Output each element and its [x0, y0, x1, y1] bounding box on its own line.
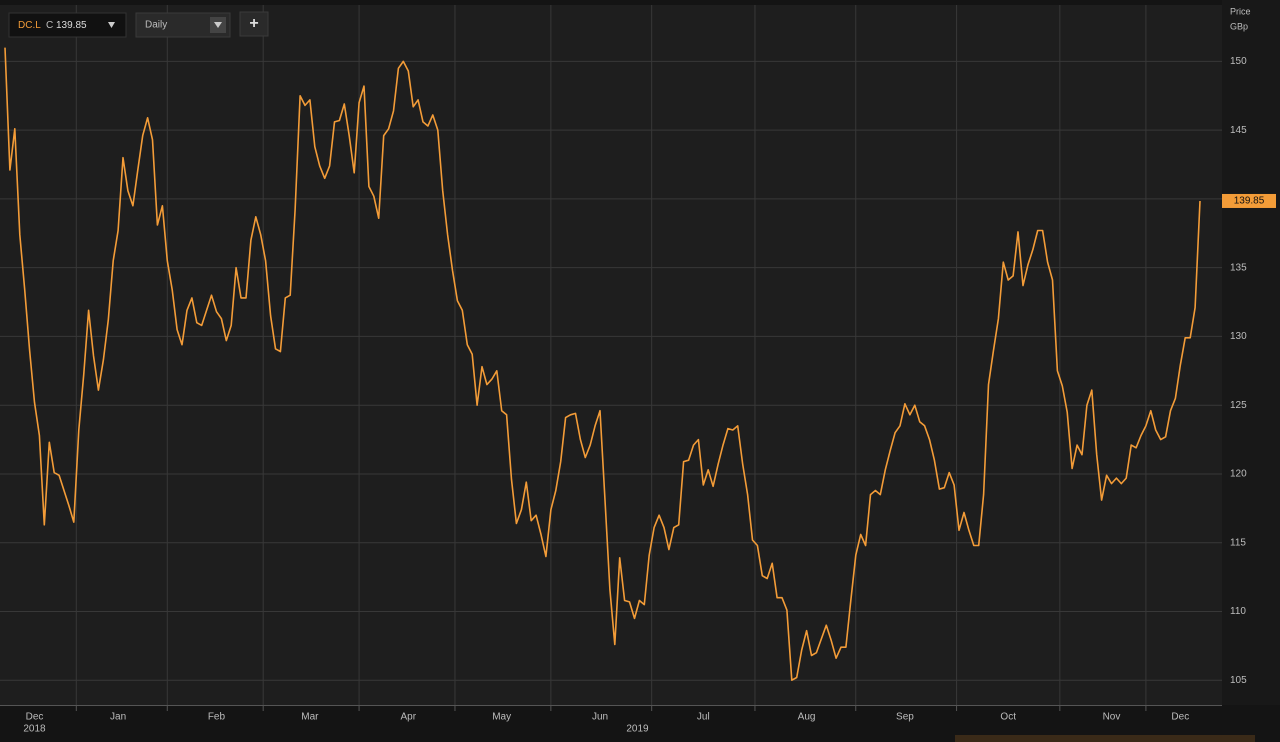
x-tick-label: Nov: [1103, 712, 1121, 723]
y-tick-label: 130: [1230, 331, 1247, 342]
x-tick-label: Sep: [896, 712, 914, 723]
add-label: +: [249, 15, 258, 32]
y-tick-label: 145: [1230, 125, 1247, 136]
x-tick-label: May: [492, 712, 511, 723]
price-line: [4, 47, 1201, 681]
plot-area: [0, 5, 1222, 705]
y-tick-label: 105: [1230, 675, 1247, 686]
price-prefix: C: [46, 20, 53, 31]
x-tick-label: Mar: [301, 712, 319, 723]
y-tick-label: 110: [1230, 606, 1246, 617]
toolbar: DC.L C 139.85 Daily +: [8, 11, 269, 38]
x-tick-label: Oct: [1000, 712, 1016, 723]
x-tick-label: Feb: [208, 712, 226, 723]
x-tick-label: Dec: [1171, 712, 1189, 723]
last-price-label: 139.85: [1234, 196, 1265, 207]
x-tick-label: Jun: [592, 712, 608, 723]
y-tick-label: 125: [1230, 400, 1247, 411]
y-tick-label: 120: [1230, 469, 1247, 480]
y-axis-unit: GBp: [1230, 21, 1248, 31]
scrollbar[interactable]: [955, 735, 1255, 742]
x-tick-label: Jul: [697, 712, 710, 723]
x-tick-label: Apr: [400, 712, 416, 723]
dropdown-arrow[interactable]: [108, 22, 115, 28]
header-price: 139.85: [56, 20, 87, 31]
y-axis-title: Price: [1230, 6, 1251, 16]
year-label: 2018: [23, 724, 46, 735]
instrument-box[interactable]: [8, 12, 127, 38]
y-tick-label: 115: [1230, 537, 1246, 548]
interval-label: Daily: [145, 20, 167, 31]
last-price-tag: [1222, 193, 1276, 208]
y-tick-label: 150: [1230, 56, 1247, 67]
add-button[interactable]: [239, 11, 269, 37]
dropdown-arrow[interactable]: [214, 22, 222, 28]
y-tick-label: 135: [1230, 262, 1247, 273]
grid: [0, 5, 1222, 705]
x-tick-label: Aug: [798, 712, 816, 723]
instrument-name: DC.L: [18, 20, 41, 31]
x-tick-label: Dec: [26, 712, 44, 723]
year-label: 2019: [626, 724, 649, 735]
y-axis-area: [1222, 0, 1280, 705]
x-tick-label: Jan: [110, 712, 126, 723]
